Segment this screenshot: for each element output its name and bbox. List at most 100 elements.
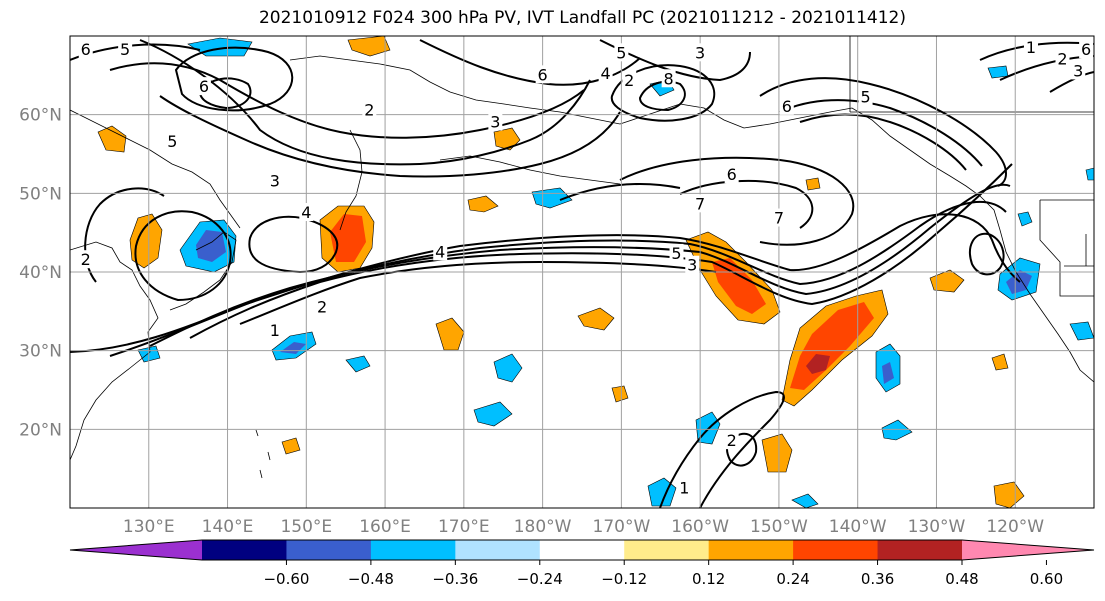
contour-label: 8: [664, 69, 674, 88]
contour-label-bg: [267, 171, 282, 190]
contour-label: 2: [81, 250, 91, 269]
contour-label: 4: [301, 203, 311, 222]
lon-tick-label: 140°E: [202, 517, 254, 537]
positive-anomaly-region: [435, 317, 465, 351]
lon-tick-label: 150°W: [750, 517, 808, 537]
positive-anomaly-region: [611, 385, 629, 403]
colorbar-segment: [624, 540, 710, 560]
negative-anomaly-region: [493, 353, 523, 383]
coastlines: [70, 36, 1094, 479]
colorbar-tick-label: −0.60: [263, 570, 309, 588]
lon-tick-label: 180°W: [514, 517, 572, 537]
negative-anomaly-region: [881, 419, 913, 441]
contour-label: 1: [1026, 38, 1036, 57]
contour-label-bg: [267, 321, 282, 339]
contour-label-bg: [315, 297, 330, 316]
contour-label: 5: [616, 43, 626, 62]
colorbar-segment: [202, 540, 287, 560]
positive-anomaly-region: [467, 195, 499, 213]
colorbar-segment: [370, 540, 456, 560]
contour-label-bg: [299, 203, 314, 221]
contour-label-bg: [693, 194, 708, 213]
contour-label: 2: [1057, 50, 1067, 69]
contour-label: 5: [860, 87, 870, 106]
colorbar-tick-label: −0.48: [348, 570, 394, 588]
contour-label: 5: [120, 40, 130, 59]
contour-label-bg: [858, 87, 873, 106]
contour-label-bg: [1023, 37, 1038, 56]
colorbar-tick-label: 0.12: [692, 570, 725, 588]
positive-anomaly-region: [129, 213, 163, 269]
lat-tick-label: 20°N: [19, 420, 62, 440]
contour-label-bg: [693, 43, 708, 62]
contour-label: 5: [671, 244, 681, 263]
contour-label: 5: [167, 132, 177, 151]
contour-label: 7: [695, 194, 705, 213]
positive-anomaly-region: [929, 269, 965, 293]
colorbar-tick-label: 0.60: [1030, 570, 1063, 588]
contour-label: 2: [317, 297, 327, 316]
map-title: 2021010912 F024 300 hPa PV, IVT Landfall…: [258, 8, 906, 28]
contour-label-bg: [1055, 49, 1070, 68]
lat-tick-label: 40°N: [19, 263, 62, 283]
contour-label: 3: [687, 256, 697, 275]
contour-label: 2: [727, 431, 737, 450]
positive-anomaly-max: [806, 354, 830, 374]
positive-anomaly-region: [805, 177, 821, 191]
lon-tick-label: 170°E: [438, 517, 490, 537]
colorbar-segment: [539, 540, 625, 560]
contour-label-bg: [661, 69, 676, 88]
negative-anomaly-region: [791, 493, 819, 508]
colorbar-tick-label: 0.24: [776, 570, 809, 588]
colorbar-segment: [877, 540, 963, 560]
negative-anomaly-region: [473, 401, 513, 427]
positive-anomaly-core: [330, 214, 366, 262]
lat-tick-label: 60°N: [19, 106, 62, 126]
contour-label-bg: [622, 70, 637, 89]
contour-label: 2: [364, 101, 374, 120]
negative-anomaly-core: [196, 230, 226, 262]
colorbar: −0.60 −0.48 −0.36 −0.24 −0.12 0.12 0.24 0.36 0.4…: [69, 539, 1095, 588]
contour-label-bg: [535, 65, 550, 84]
lon-tick-label: 130°E: [123, 517, 175, 537]
colorbar-segment: [286, 540, 372, 560]
colorbar-segment: [455, 540, 541, 560]
contour-label-bg: [779, 96, 794, 115]
contour-label: 4: [435, 242, 445, 261]
contour-label-bg: [771, 208, 786, 227]
contour-label-bg: [724, 431, 739, 450]
contour-label-bg: [433, 242, 448, 261]
contour-label: 6: [538, 65, 548, 84]
negative-anomaly-region: [1085, 167, 1094, 181]
lat-tick-label: 30°N: [19, 342, 62, 362]
colorbar-segment: [708, 540, 794, 560]
contour-label: 3: [1073, 61, 1083, 80]
colorbar-tick-label: −0.24: [517, 570, 563, 588]
negative-anomaly-region: [1017, 211, 1033, 227]
positive-anomaly-region: [281, 437, 301, 455]
colorbar-segment: [793, 540, 879, 560]
colorbar-tick-label: 0.48: [945, 570, 978, 588]
lon-tick-label: 120°W: [986, 517, 1044, 537]
contour-label: 6: [199, 77, 209, 96]
lon-tick-label: 160°W: [671, 517, 729, 537]
contour-label-bg: [118, 40, 133, 59]
lon-tick-label: 160°E: [359, 517, 411, 537]
contour-label: 3: [490, 113, 500, 132]
positive-anomaly-region: [347, 36, 391, 57]
contour-label-bg: [1071, 61, 1086, 80]
gridlines: [70, 36, 1094, 508]
colorbar-outline: [69, 539, 1095, 561]
contour-label: 6: [782, 97, 792, 116]
colorbar-extend-high: [962, 540, 1094, 560]
contour-label-bg: [196, 77, 211, 96]
negative-anomaly-region: [345, 355, 371, 373]
lat-tick-label: 50°N: [19, 184, 62, 204]
negative-anomaly-region: [987, 65, 1009, 79]
contour-label: 1: [679, 478, 689, 497]
negative-anomaly-region: [1069, 321, 1094, 341]
lon-tick-label: 140°W: [829, 517, 887, 537]
lon-tick-label: 170°W: [593, 517, 651, 537]
